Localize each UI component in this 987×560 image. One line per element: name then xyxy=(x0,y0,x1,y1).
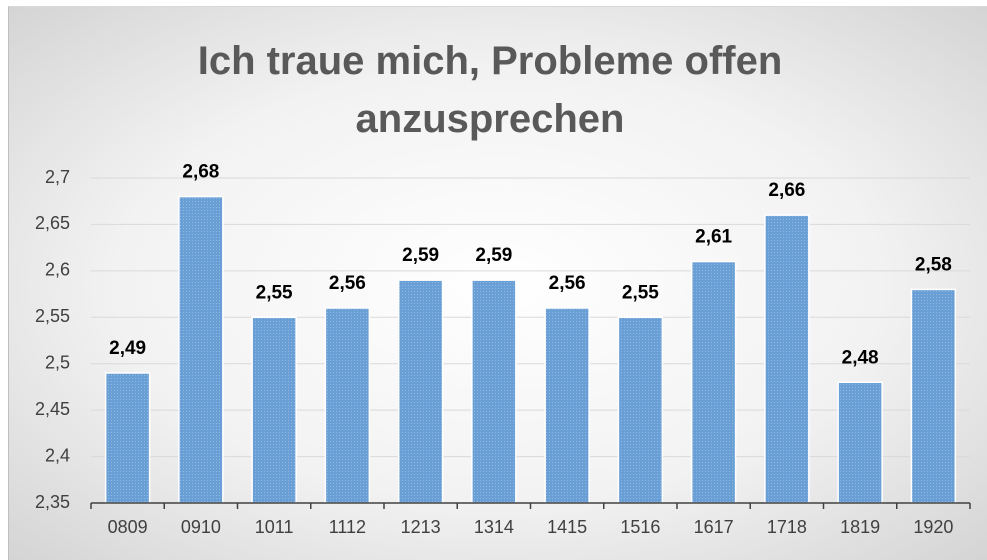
bar xyxy=(251,316,297,504)
value-label: 2,55 xyxy=(622,282,659,303)
x-tick-label: 1718 xyxy=(767,517,807,537)
x-tick-label: 1516 xyxy=(620,517,660,537)
chart-title: Ich traue mich, Probleme offen anzusprec… xyxy=(197,39,783,141)
bar xyxy=(397,279,444,504)
bar xyxy=(544,307,590,504)
bar xyxy=(910,288,957,504)
bar xyxy=(764,214,810,504)
y-tick-label: 2,35 xyxy=(35,492,70,512)
x-tick-label: 1213 xyxy=(401,517,441,537)
x-tick-label: 0910 xyxy=(181,517,221,537)
x-tick-label: 1819 xyxy=(840,517,880,537)
value-label: 2,61 xyxy=(695,227,732,248)
y-tick-label: 2,55 xyxy=(35,306,70,326)
bar xyxy=(617,316,664,504)
x-tick-label: 1011 xyxy=(255,517,294,537)
y-tick-label: 2,6 xyxy=(45,260,70,280)
x-tick-label: 1112 xyxy=(329,517,366,537)
value-label: 2,48 xyxy=(842,347,879,368)
bar xyxy=(471,279,517,504)
y-tick-label: 2,45 xyxy=(35,399,70,419)
bar xyxy=(104,372,151,504)
bar xyxy=(324,307,371,504)
value-label: 2,49 xyxy=(109,338,146,359)
value-label: 2,66 xyxy=(768,180,805,201)
x-tick-label: 1415 xyxy=(547,517,587,537)
x-tick-label: 1314 xyxy=(474,517,514,537)
x-tick-label: 0809 xyxy=(108,517,148,537)
bar xyxy=(178,195,224,504)
value-label: 2,56 xyxy=(329,273,366,294)
value-label: 2,59 xyxy=(402,245,439,266)
y-tick-label: 2,4 xyxy=(45,445,70,465)
y-tick-label: 2,7 xyxy=(45,167,70,187)
y-tick-label: 2,5 xyxy=(45,352,70,372)
value-label: 2,68 xyxy=(182,162,219,183)
value-label: 2,56 xyxy=(549,273,586,294)
value-label: 2,59 xyxy=(475,245,512,266)
value-label: 2,55 xyxy=(256,282,293,303)
value-label: 2,58 xyxy=(915,254,952,275)
bar xyxy=(690,260,737,504)
x-tick-label: 1920 xyxy=(913,517,953,537)
y-tick-label: 2,65 xyxy=(35,213,70,233)
x-tick-label: 1617 xyxy=(694,517,734,537)
bar xyxy=(837,381,883,504)
